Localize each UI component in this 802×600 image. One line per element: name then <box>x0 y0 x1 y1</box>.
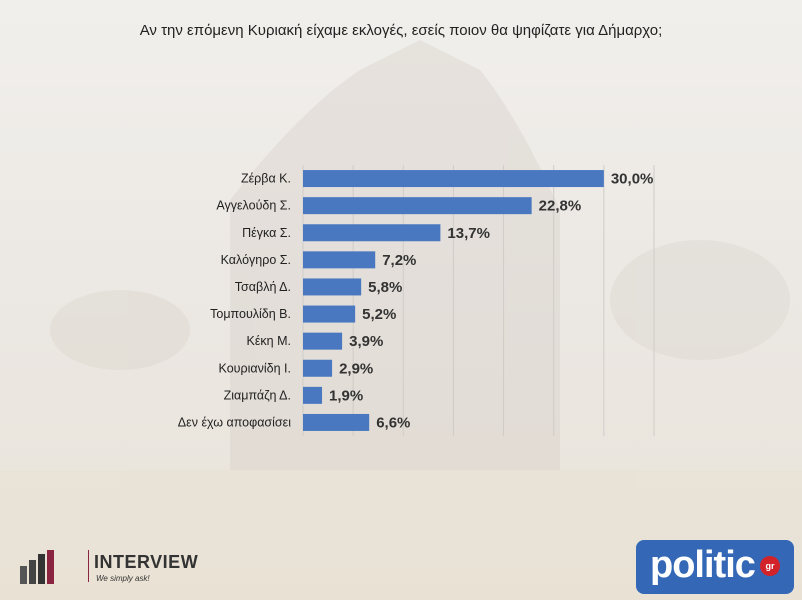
bar <box>303 413 370 431</box>
bar <box>303 332 343 350</box>
bar <box>303 386 323 404</box>
category-label: Αγγελούδη Σ. <box>216 199 291 213</box>
value-label: 7,2% <box>382 252 416 269</box>
bar <box>303 305 356 323</box>
category-label: Τσαβλή Δ. <box>235 280 291 294</box>
bar <box>303 359 333 377</box>
category-label: Δεν έχω αποφασίσει <box>178 415 291 429</box>
interview-tagline: We simply ask! <box>96 574 150 583</box>
value-label: 5,2% <box>362 306 396 323</box>
interview-name: INTERVIEW <box>94 552 199 572</box>
bar <box>303 197 532 215</box>
value-label: 6,6% <box>376 414 410 431</box>
category-label: Καλόγηρο Σ. <box>221 253 291 267</box>
politic-logo: politic gr <box>636 540 794 594</box>
politic-word: politic <box>650 544 756 586</box>
value-label: 5,8% <box>368 279 402 296</box>
value-label: 22,8% <box>539 198 582 215</box>
value-label: 1,9% <box>329 387 363 404</box>
interview-bars-icon <box>20 550 54 584</box>
bar <box>303 278 362 296</box>
interview-divider <box>88 550 89 582</box>
politic-gr-badge: gr <box>760 556 780 576</box>
category-label: Ζέρβα Κ. <box>241 172 291 186</box>
chart-title: Αν την επόμενη Κυριακή είχαμε εκλογές, ε… <box>139 22 663 39</box>
value-label: 3,9% <box>349 333 383 350</box>
category-label: Κουριανίδη Ι. <box>219 361 291 375</box>
bar <box>303 224 441 242</box>
category-label: Ζιαμπάζη Δ. <box>224 388 291 402</box>
category-label: Τομπουλίδη Β. <box>210 307 291 321</box>
value-label: 2,9% <box>339 360 373 377</box>
category-label: Κέκη Μ. <box>247 334 291 348</box>
bar <box>303 170 604 188</box>
value-label: 13,7% <box>447 225 490 242</box>
category-label: Πέγκα Σ. <box>242 226 291 240</box>
value-label: 30,0% <box>611 171 654 188</box>
interview-logo: INTERVIEW We simply ask! <box>20 546 200 586</box>
bar <box>303 251 376 269</box>
